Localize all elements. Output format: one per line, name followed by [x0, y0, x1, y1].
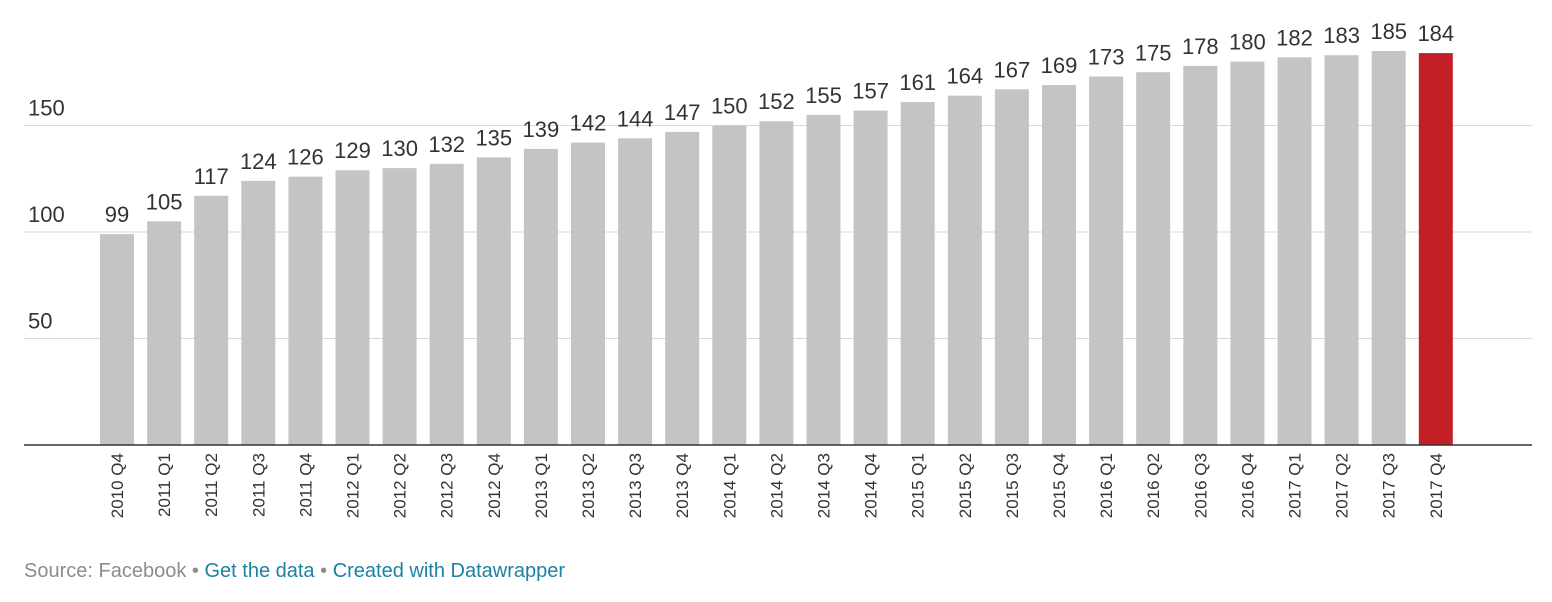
bar — [335, 170, 370, 446]
x-tick-label: 2010 Q4 — [108, 453, 127, 518]
footer-separator-1: • — [191, 560, 199, 582]
x-tick-label: 2016 Q4 — [1238, 453, 1257, 518]
bar — [947, 95, 982, 446]
bar-value-label: 132 — [428, 132, 465, 157]
x-tick-label: 2014 Q2 — [767, 453, 786, 518]
chart-footer: Source: Facebook • Get the data • Create… — [24, 560, 565, 583]
bar-value-label: 178 — [1182, 34, 1219, 59]
bar-chart: 50 100 150 99 2010 Q4 105 2011 Q1 117 2011 Q2 124… — [24, 19, 1532, 518]
chart-svg: 50 100 150 99 2010 Q4 105 2011 Q1 117 2011 Q2 124… — [24, 19, 1532, 518]
bar-value-label: 164 — [946, 64, 983, 89]
bar — [476, 157, 511, 445]
y-tick-label: 100 — [28, 202, 65, 227]
x-tick-label: 2011 Q4 — [296, 453, 315, 517]
bar-value-label: 150 — [711, 94, 748, 119]
bar — [665, 131, 700, 445]
bar-value-label: 129 — [334, 138, 371, 163]
bar-value-label: 184 — [1417, 21, 1454, 46]
bar-value-label: 105 — [146, 189, 183, 214]
x-tick-label: 2015 Q4 — [1050, 453, 1069, 518]
bar-value-label: 126 — [287, 145, 324, 170]
x-tick-label: 2013 Q1 — [532, 453, 551, 518]
bar — [853, 110, 888, 445]
bar — [994, 89, 1029, 445]
x-tick-label: 2014 Q3 — [815, 453, 834, 518]
x-tick-label: 2012 Q2 — [391, 453, 410, 518]
bar-value-label: 180 — [1229, 30, 1266, 55]
get-the-data-link[interactable]: Get the data — [204, 560, 315, 582]
x-tick-label: 2014 Q4 — [862, 453, 881, 518]
bar — [1042, 85, 1076, 445]
bar — [1089, 76, 1124, 445]
bar-value-label: 130 — [381, 136, 418, 161]
bar — [1277, 57, 1312, 446]
x-tick-label: 2011 Q2 — [202, 453, 221, 517]
bar — [288, 176, 323, 445]
bar-value-label: 99 — [105, 202, 129, 227]
bar — [1136, 72, 1171, 445]
x-tick-label: 2017 Q4 — [1427, 453, 1446, 518]
x-tick-label: 2016 Q3 — [1191, 453, 1210, 518]
y-tick-label: 150 — [28, 96, 65, 121]
bar — [241, 180, 276, 445]
x-tick-label: 2015 Q1 — [909, 453, 928, 518]
x-tick-label: 2013 Q2 — [579, 453, 598, 518]
x-tick-label: 2012 Q3 — [438, 453, 457, 518]
x-tick-label: 2012 Q4 — [485, 453, 504, 518]
x-tick-label: 2012 Q1 — [344, 453, 363, 518]
footer-separator-2: • — [320, 560, 328, 582]
bar — [382, 168, 417, 445]
source-text: Source: Facebook — [24, 560, 187, 582]
x-tick-label: 2016 Q1 — [1097, 453, 1116, 518]
bar — [1183, 65, 1218, 446]
x-tick-label: 2011 Q1 — [155, 453, 174, 517]
bar — [759, 121, 794, 446]
bar-value-label: 175 — [1135, 40, 1172, 65]
bar — [429, 163, 464, 445]
bar-value-label: 135 — [475, 125, 512, 150]
bar — [618, 138, 653, 445]
bar-value-label: 147 — [664, 100, 701, 125]
bar — [571, 142, 605, 446]
x-tick-label: 2014 Q1 — [720, 453, 739, 518]
bar — [100, 234, 134, 445]
bar — [1230, 61, 1265, 445]
x-tick-label: 2015 Q3 — [1003, 453, 1022, 518]
bar-value-label: 152 — [758, 89, 795, 114]
bar — [1371, 50, 1406, 445]
bar — [1418, 53, 1453, 445]
bar — [712, 125, 747, 445]
bar — [1324, 55, 1359, 446]
bar-value-label: 173 — [1088, 45, 1125, 70]
chart-container: 50 100 150 99 2010 Q4 105 2011 Q1 117 2011 Q2 124… — [24, 19, 1532, 518]
x-tick-label: 2016 Q2 — [1144, 453, 1163, 518]
x-tick-label: 2011 Q3 — [249, 453, 268, 517]
bar — [900, 102, 935, 445]
bar — [523, 148, 558, 445]
bar-value-label: 155 — [805, 83, 842, 108]
x-tick-label: 2013 Q4 — [673, 453, 692, 518]
bar-value-label: 185 — [1370, 19, 1407, 44]
bar-value-label: 182 — [1276, 25, 1313, 50]
x-tick-label: 2017 Q1 — [1286, 453, 1305, 518]
bar-value-label: 161 — [899, 70, 936, 95]
bar-value-label: 167 — [994, 57, 1031, 82]
bar-value-label: 142 — [570, 111, 607, 136]
bar-value-label: 157 — [852, 79, 889, 104]
x-tick-label: 2013 Q3 — [626, 453, 645, 518]
bar-value-label: 124 — [240, 149, 277, 174]
bar-value-label: 117 — [194, 164, 229, 189]
x-tick-label: 2017 Q3 — [1380, 453, 1399, 518]
bar-value-label: 169 — [1041, 53, 1078, 78]
bar — [806, 114, 841, 445]
bar — [194, 195, 229, 445]
y-tick-label: 50 — [28, 309, 52, 334]
x-tick-label: 2017 Q2 — [1333, 453, 1352, 518]
bar-value-label: 139 — [523, 117, 560, 142]
bar-value-label: 183 — [1323, 23, 1360, 48]
bar-value-label: 144 — [617, 106, 654, 131]
bar — [147, 221, 182, 445]
x-tick-label: 2015 Q2 — [956, 453, 975, 518]
created-with-datawrapper-link[interactable]: Created with Datawrapper — [332, 560, 566, 582]
